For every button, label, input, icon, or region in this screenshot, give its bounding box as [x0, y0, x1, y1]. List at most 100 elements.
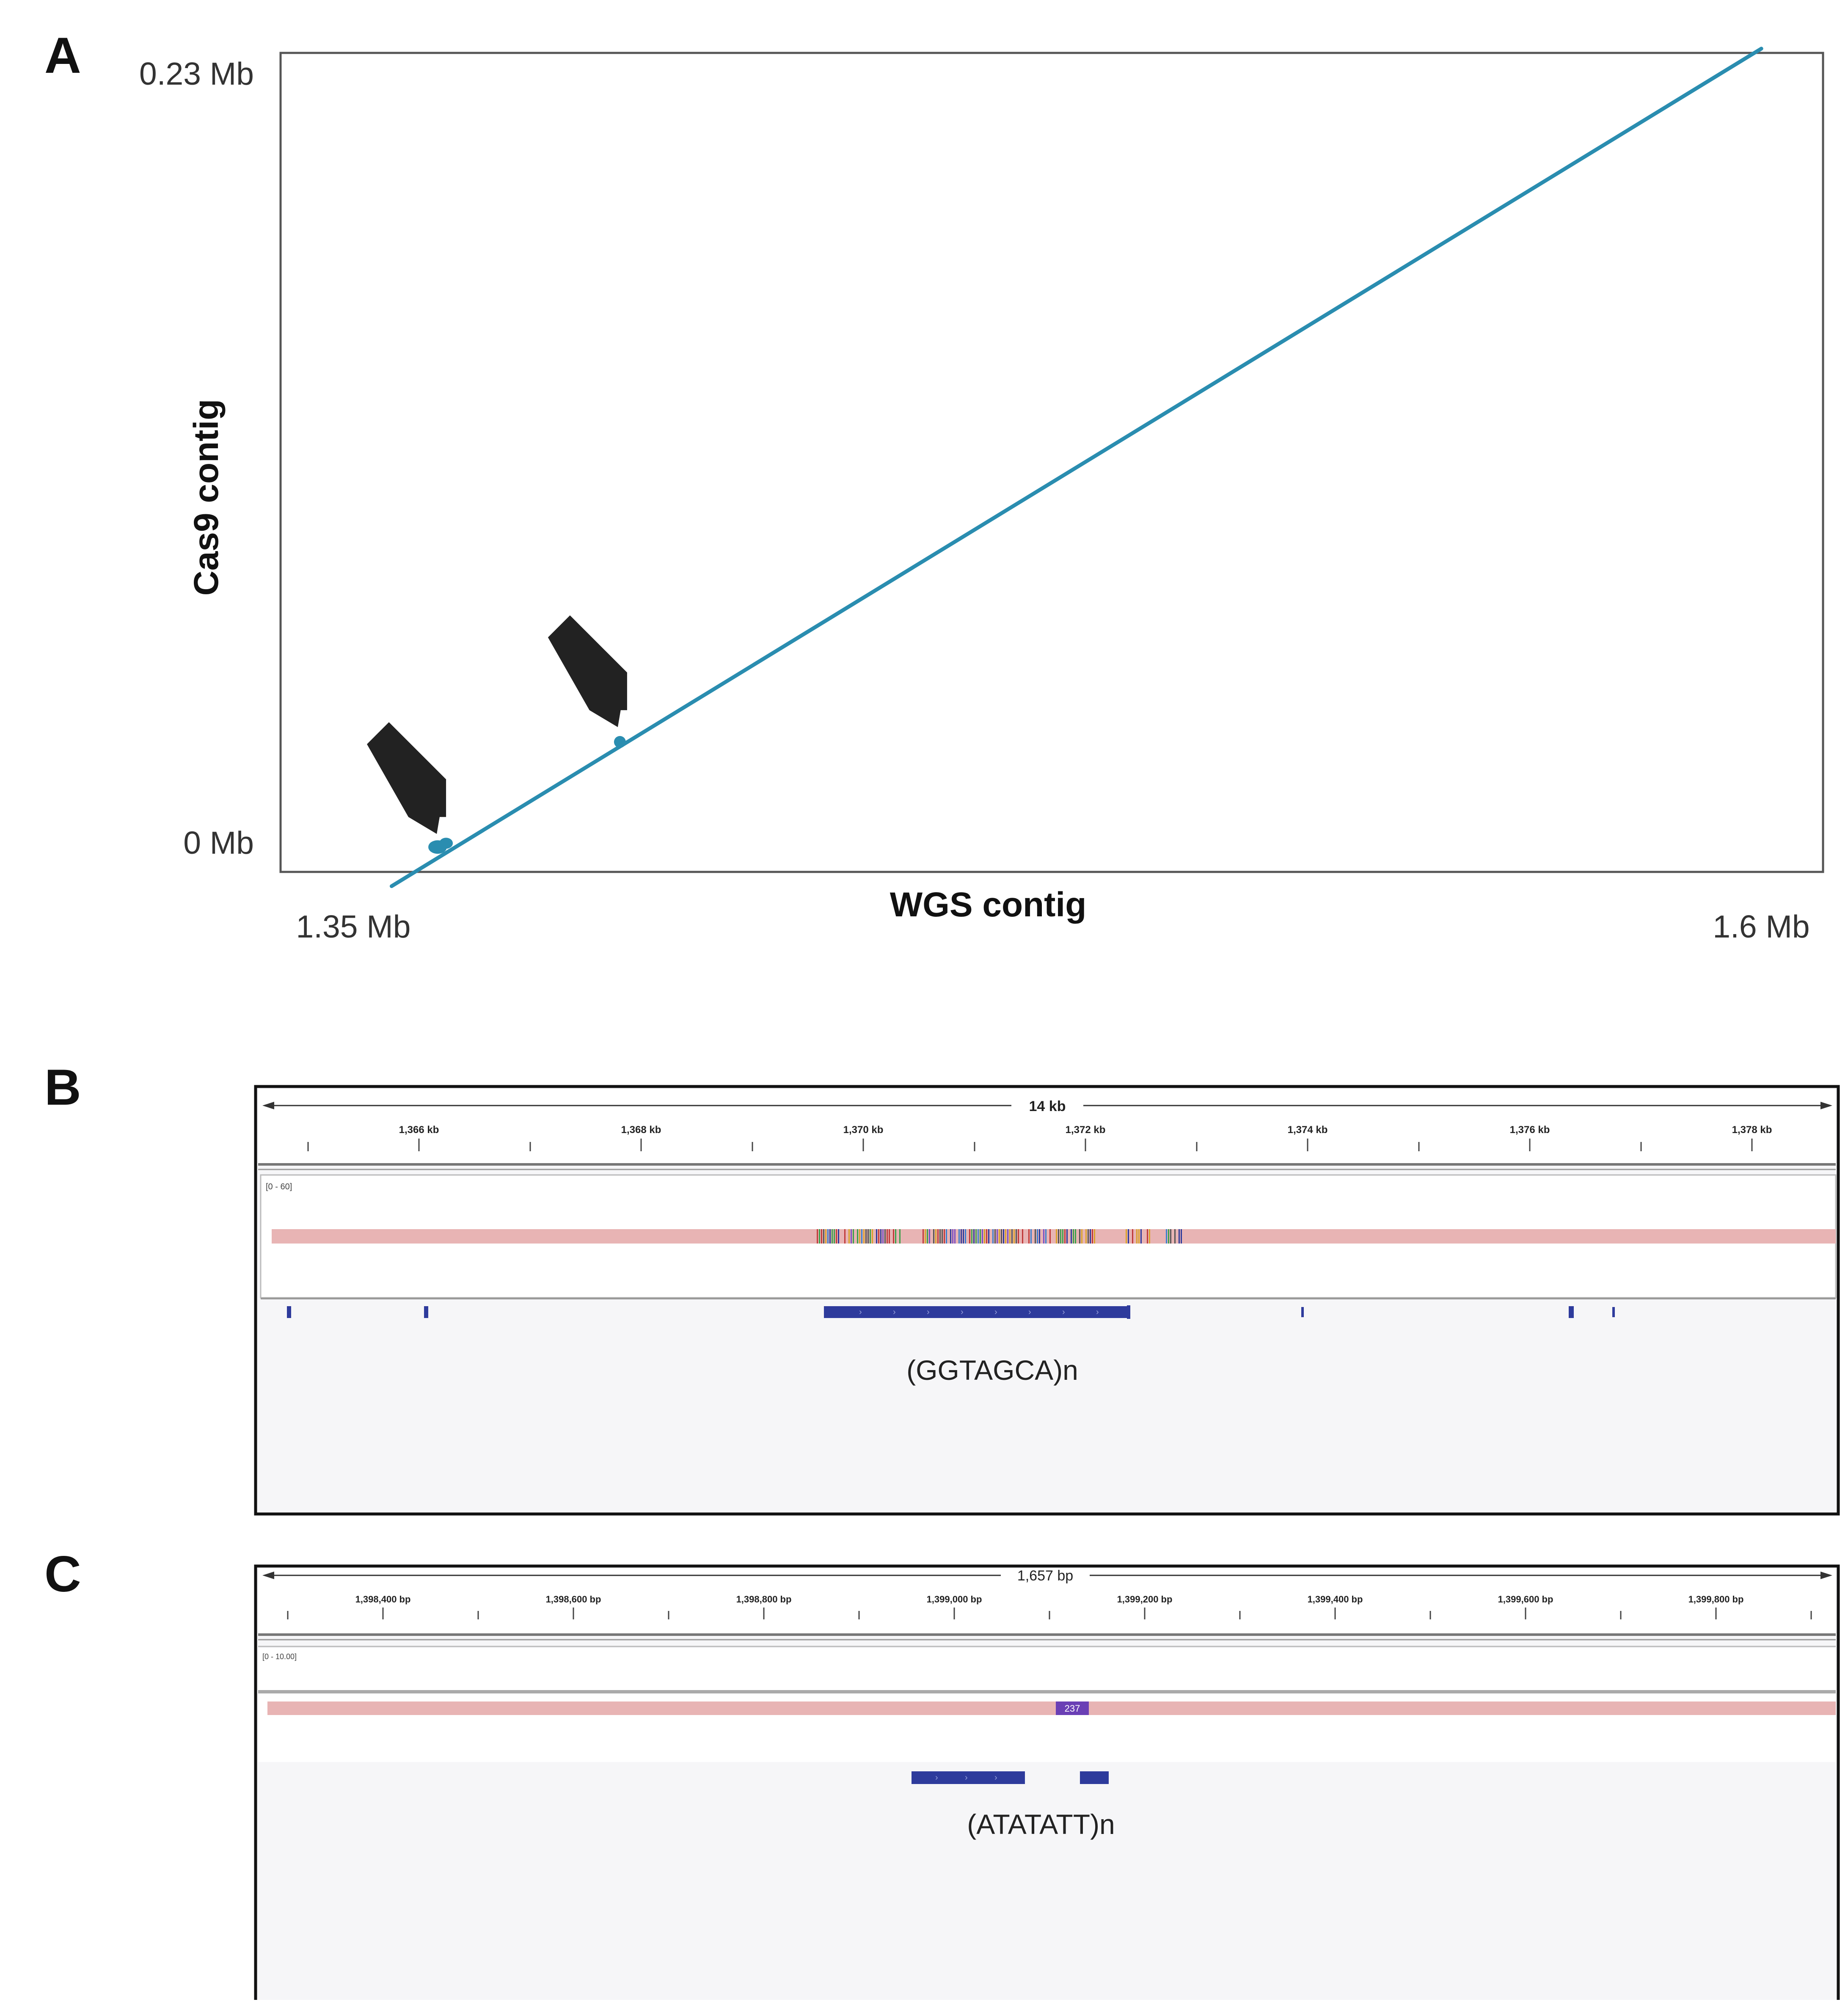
mismatch-stripe — [893, 1229, 894, 1244]
mismatch-stripe — [1007, 1229, 1008, 1244]
mismatch-stripe — [1022, 1229, 1023, 1244]
mismatch-stripe — [1056, 1229, 1057, 1244]
mismatch-stripe — [821, 1229, 822, 1244]
mismatch-stripe — [1066, 1229, 1068, 1244]
mismatch-stripes-b — [817, 1229, 1182, 1244]
mismatch-stripe — [870, 1229, 871, 1244]
coverage-bar-c — [267, 1701, 1836, 1715]
svg-text:›: › — [1096, 1307, 1099, 1317]
span-label-b: 14 kb — [1029, 1098, 1066, 1114]
svg-text:›: › — [994, 1773, 997, 1782]
mismatch-stripe — [1092, 1229, 1093, 1244]
mismatch-stripe — [865, 1229, 867, 1244]
mismatch-stripe — [994, 1229, 996, 1244]
mismatch-stripe — [1140, 1229, 1142, 1244]
mismatch-stripe — [853, 1229, 854, 1244]
mismatch-stripe — [1062, 1229, 1063, 1244]
mismatch-stripe — [889, 1229, 890, 1244]
mismatch-stripe — [963, 1229, 964, 1244]
svg-text:›: › — [935, 1773, 938, 1782]
mismatch-stripe — [1064, 1229, 1066, 1244]
panel-c: C 1,657 bp 1,398,400 bp 1,398,600 bp 1,3… — [44, 1546, 1840, 2002]
mismatch-stripe — [1045, 1229, 1047, 1244]
mismatch-stripe — [978, 1229, 979, 1244]
mismatch-stripe — [925, 1229, 926, 1244]
mismatch-stripe — [1085, 1229, 1087, 1244]
mismatch-stripe — [880, 1229, 881, 1244]
ruler-area-c — [258, 1569, 1836, 1634]
repeat-feature — [1301, 1307, 1304, 1317]
mismatch-stripe — [937, 1229, 939, 1244]
repeat-feature — [1080, 1771, 1109, 1784]
span-arrow-right-icon — [1820, 1572, 1832, 1579]
tick-label: 1,398,400 bp — [355, 1594, 411, 1605]
mismatch-stripe — [1094, 1229, 1095, 1244]
tick-label: 1,399,000 bp — [927, 1594, 982, 1605]
mismatch-stripe — [863, 1229, 865, 1244]
repeat-feature-main — [912, 1771, 1025, 1784]
mismatch-stripe — [944, 1229, 945, 1244]
svg-text:›: › — [859, 1307, 862, 1317]
repeat-feature — [424, 1306, 428, 1318]
mismatch-stripe — [997, 1229, 998, 1244]
y-top-label: 0.23 Mb — [139, 56, 254, 91]
mismatch-stripe — [838, 1229, 839, 1244]
svg-text:›: › — [965, 1773, 968, 1782]
mismatch-stripe — [857, 1229, 858, 1244]
mismatch-stripe — [851, 1229, 852, 1244]
repeat-label-c: (ATATATT)n — [967, 1809, 1115, 1840]
mismatch-stripe — [1035, 1229, 1036, 1244]
mismatch-stripe — [868, 1229, 869, 1244]
mismatch-stripe — [829, 1229, 831, 1244]
repeat-feature — [287, 1306, 291, 1318]
mismatch-stripe — [1037, 1229, 1038, 1244]
x-axis-title: WGS contig — [890, 885, 1087, 924]
tick-label: 1,399,600 bp — [1498, 1594, 1553, 1605]
mismatch-stripe — [1060, 1229, 1061, 1244]
mismatch-stripe — [952, 1229, 953, 1244]
mismatch-stripe — [1170, 1229, 1171, 1244]
tick-label: 1,399,400 bp — [1308, 1594, 1363, 1605]
mismatch-stripe — [980, 1229, 981, 1244]
mismatch-stripe — [1174, 1229, 1176, 1244]
mismatch-stripe — [1090, 1229, 1091, 1244]
mismatch-stripe — [935, 1229, 936, 1244]
mismatch-stripe — [823, 1229, 824, 1244]
mismatch-stripe — [884, 1229, 886, 1244]
ruler-area-b — [258, 1089, 1836, 1163]
range-label-b: [0 - 60] — [266, 1182, 292, 1191]
panel-b: B 14 kb 1,366 kb 1,368 kb 1,370 kb 1,372… — [44, 1059, 1840, 1516]
mismatch-stripe — [832, 1229, 833, 1244]
tick-label: 1,398,600 bp — [546, 1594, 601, 1605]
tick-marks-c — [287, 1608, 1812, 1619]
mismatch-stripe — [827, 1229, 829, 1244]
mismatch-stripe — [1071, 1229, 1072, 1244]
alignment-marker — [439, 838, 453, 849]
mismatch-stripe — [1058, 1229, 1059, 1244]
mismatch-stripe — [954, 1229, 956, 1244]
mismatch-stripe — [848, 1229, 850, 1244]
insertion-marker — [1056, 1701, 1089, 1715]
mismatch-stripe — [1149, 1229, 1150, 1244]
mismatch-stripe — [973, 1229, 975, 1244]
svg-text:›: › — [1028, 1307, 1031, 1317]
mismatch-stripe — [1126, 1229, 1127, 1244]
strand-chevrons-c: › › › — [935, 1773, 997, 1782]
mismatch-stripe — [1136, 1229, 1137, 1244]
tick-label: 1,372 kb — [1066, 1124, 1106, 1136]
y-axis-title: Cas9 contig — [187, 399, 226, 596]
span-label-c: 1,657 bp — [1017, 1568, 1073, 1584]
tick-label: 1,374 kb — [1288, 1124, 1328, 1136]
repeat-feature — [1569, 1306, 1574, 1318]
mismatch-stripe — [927, 1229, 928, 1244]
mismatch-stripe — [1018, 1229, 1019, 1244]
mismatch-stripe — [1138, 1229, 1140, 1244]
panel-a-label: A — [44, 27, 81, 84]
mismatch-stripe — [971, 1229, 972, 1244]
mismatch-stripe — [1011, 1229, 1013, 1244]
mismatch-stripe — [1179, 1229, 1180, 1244]
mismatch-stripe — [1166, 1229, 1167, 1244]
mismatch-stripe — [1039, 1229, 1040, 1244]
mismatch-stripe — [975, 1229, 977, 1244]
mismatch-stripe — [986, 1229, 987, 1244]
